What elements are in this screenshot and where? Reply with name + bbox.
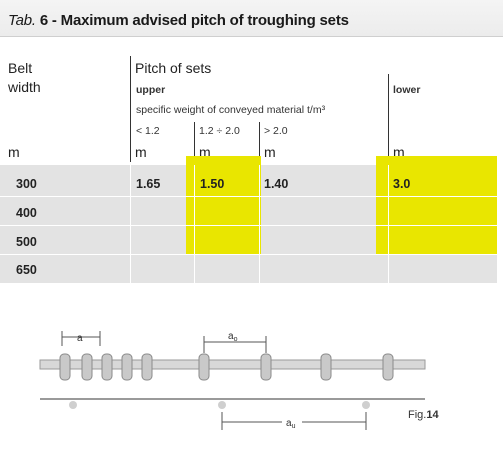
roller (320, 353, 332, 381)
header-lower: lower (393, 84, 421, 96)
roller (141, 353, 153, 381)
unit-lower: m (393, 144, 405, 160)
col-sep-3 (259, 165, 260, 283)
divider-lt-mid (194, 122, 195, 162)
header-col-mid: 1.2 ÷ 2.0 (199, 125, 240, 137)
highlight-mid-column (186, 156, 261, 255)
figure-14: a ao au Fig.14 (39, 331, 439, 430)
upper-belt (39, 359, 426, 370)
unit-lt: m (135, 144, 147, 160)
lower-roller (69, 401, 77, 409)
cell-lt: 1.65 (136, 177, 161, 191)
col-sep-4 (388, 165, 389, 283)
divider-mid-gt (259, 122, 260, 162)
col-sep-1 (130, 165, 131, 283)
row-sep-2 (0, 225, 497, 226)
col-sep-2 (194, 165, 195, 283)
cell-lower: 3.0 (393, 177, 411, 191)
cell-width: 400 (16, 206, 37, 220)
dim-ao-label: ao (228, 331, 238, 343)
divider-belt (130, 56, 131, 162)
title-prefix: Tab. (8, 12, 36, 29)
unit-gt: m (264, 144, 276, 160)
roller (101, 353, 113, 381)
cell-width: 300 (16, 177, 37, 191)
cell-mid: 1.50 (200, 177, 225, 191)
roller (59, 353, 71, 381)
table-title: Tab. 6 - Maximum advised pitch of trough… (8, 12, 349, 29)
header-width: width (8, 79, 41, 95)
title-text: 6 - Maximum advised pitch of troughing s… (39, 12, 349, 29)
row-sep-1 (0, 196, 497, 197)
upper-rollers (59, 353, 394, 381)
dim-au-label: au (286, 418, 296, 430)
cell-width: 650 (16, 263, 37, 277)
header-pitch-of-sets: Pitch of sets (135, 60, 212, 76)
roller (81, 353, 93, 381)
header-upper: upper (136, 84, 166, 96)
roller (198, 353, 210, 381)
row-sep-3 (0, 254, 497, 255)
lower-roller (362, 401, 370, 409)
figure-caption: Fig.14 (408, 409, 439, 421)
unit-width: m (8, 144, 20, 160)
divider-lower (388, 74, 389, 162)
roller (382, 353, 394, 381)
title-bar (0, 0, 503, 37)
header-specific-weight: specific weight of conveyed material t/m… (136, 104, 326, 116)
highlight-lower-column (376, 156, 497, 255)
roller (121, 353, 133, 381)
roller (260, 353, 272, 381)
unit-mid: m (199, 144, 211, 160)
cell-gt: 1.40 (264, 177, 289, 191)
header-belt: Belt (8, 60, 33, 76)
cell-width: 500 (16, 235, 37, 249)
header-col-lt: < 1.2 (136, 125, 160, 137)
lower-roller (218, 401, 226, 409)
header-col-gt: > 2.0 (264, 125, 288, 137)
dim-a1-label: a (77, 333, 83, 344)
